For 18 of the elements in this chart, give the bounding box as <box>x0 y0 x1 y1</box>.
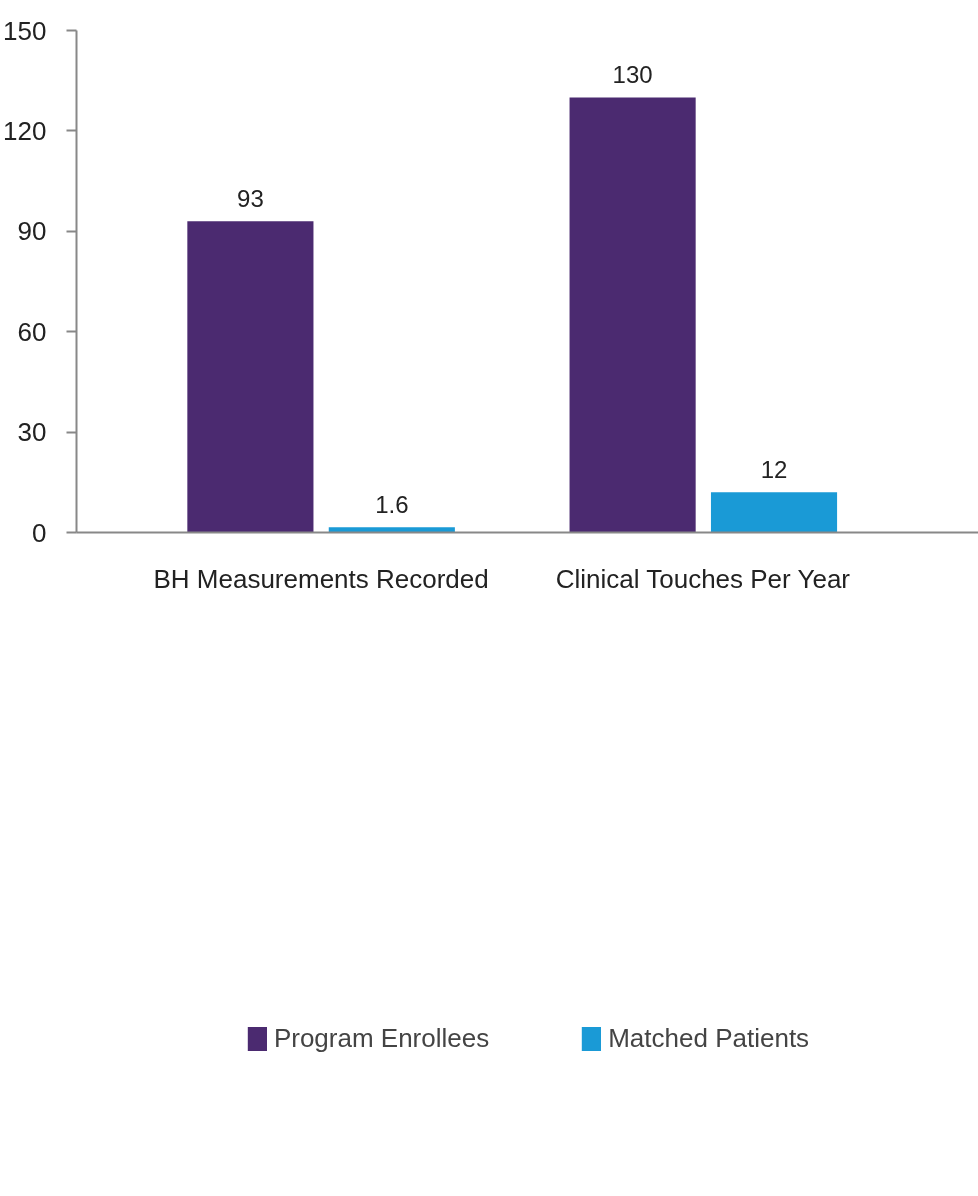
data-label: 130 <box>612 61 653 89</box>
bar <box>187 221 314 533</box>
x-tick-label: Clinical Touches Per Year <box>555 563 851 594</box>
x-tick-label: BH Measurements Recorded <box>153 563 489 594</box>
data-label: 93 <box>237 185 264 213</box>
legend-label: Program Enrollees <box>273 1022 490 1054</box>
y-tick-label: 0 <box>32 517 47 548</box>
bar <box>710 492 838 533</box>
data-label: 12 <box>760 456 788 484</box>
bar <box>328 527 455 533</box>
y-tick-label: 30 <box>17 417 47 448</box>
bar <box>569 97 696 533</box>
y-tick-label: 150 <box>3 15 47 46</box>
legend-label: Matched Patients <box>608 1022 810 1054</box>
y-tick-label: 60 <box>17 316 47 347</box>
y-tick-label: 120 <box>3 115 47 146</box>
y-tick-label: 90 <box>17 216 47 247</box>
data-label: 1.6 <box>375 491 409 519</box>
